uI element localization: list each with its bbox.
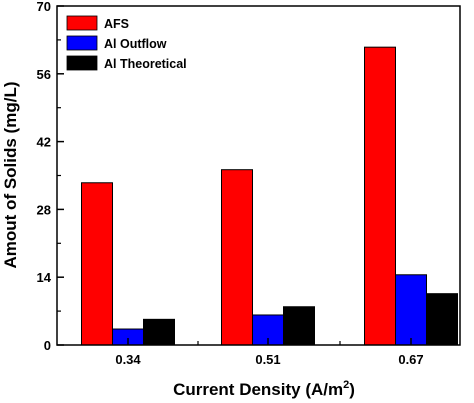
legend-swatch xyxy=(66,15,98,31)
y-tick-label: 56 xyxy=(37,67,51,82)
legend-label: Al Outflow xyxy=(104,37,167,51)
y-tick-label: 14 xyxy=(37,270,52,285)
x-tick-label: 0.67 xyxy=(398,352,423,367)
x-axis-title-end: ) xyxy=(349,380,355,399)
bar-al-theoretical-0_34 xyxy=(143,318,175,346)
legend-label: AFS xyxy=(104,17,129,31)
legend-swatch xyxy=(66,35,98,51)
bar-al-theoretical-0_67 xyxy=(426,293,458,346)
y-tick-label: 28 xyxy=(37,202,51,217)
y-tick-label: 42 xyxy=(37,135,51,150)
bar-afs-0_67 xyxy=(364,46,396,346)
x-tick-label: 0.51 xyxy=(255,352,280,367)
legend: AFS Al Outflow Al Theoretical xyxy=(66,15,187,71)
x-axis-title: Current Density (A/m2) xyxy=(173,379,355,399)
bar-al-theoretical-0_51 xyxy=(283,306,315,346)
bar-afs-0_34 xyxy=(81,182,113,346)
x-axis-ticks: 0.34 0.51 0.67 xyxy=(115,338,424,367)
bar-afs-0_51 xyxy=(221,169,253,346)
legend-label: Al Theoretical xyxy=(104,57,187,71)
x-axis-title-superscript: 2 xyxy=(343,379,349,391)
legend-swatch xyxy=(66,55,98,71)
y-axis-title: Amout of Solids (mg/L) xyxy=(1,82,20,269)
y-tick-label: 0 xyxy=(44,338,51,353)
x-tick-label: 0.34 xyxy=(115,352,141,367)
bar-al-outflow-0_67 xyxy=(395,274,427,346)
y-axis-ticks: 0 14 28 42 56 70 xyxy=(37,0,64,353)
bars-group xyxy=(81,46,458,346)
y-tick-label: 70 xyxy=(37,0,51,14)
